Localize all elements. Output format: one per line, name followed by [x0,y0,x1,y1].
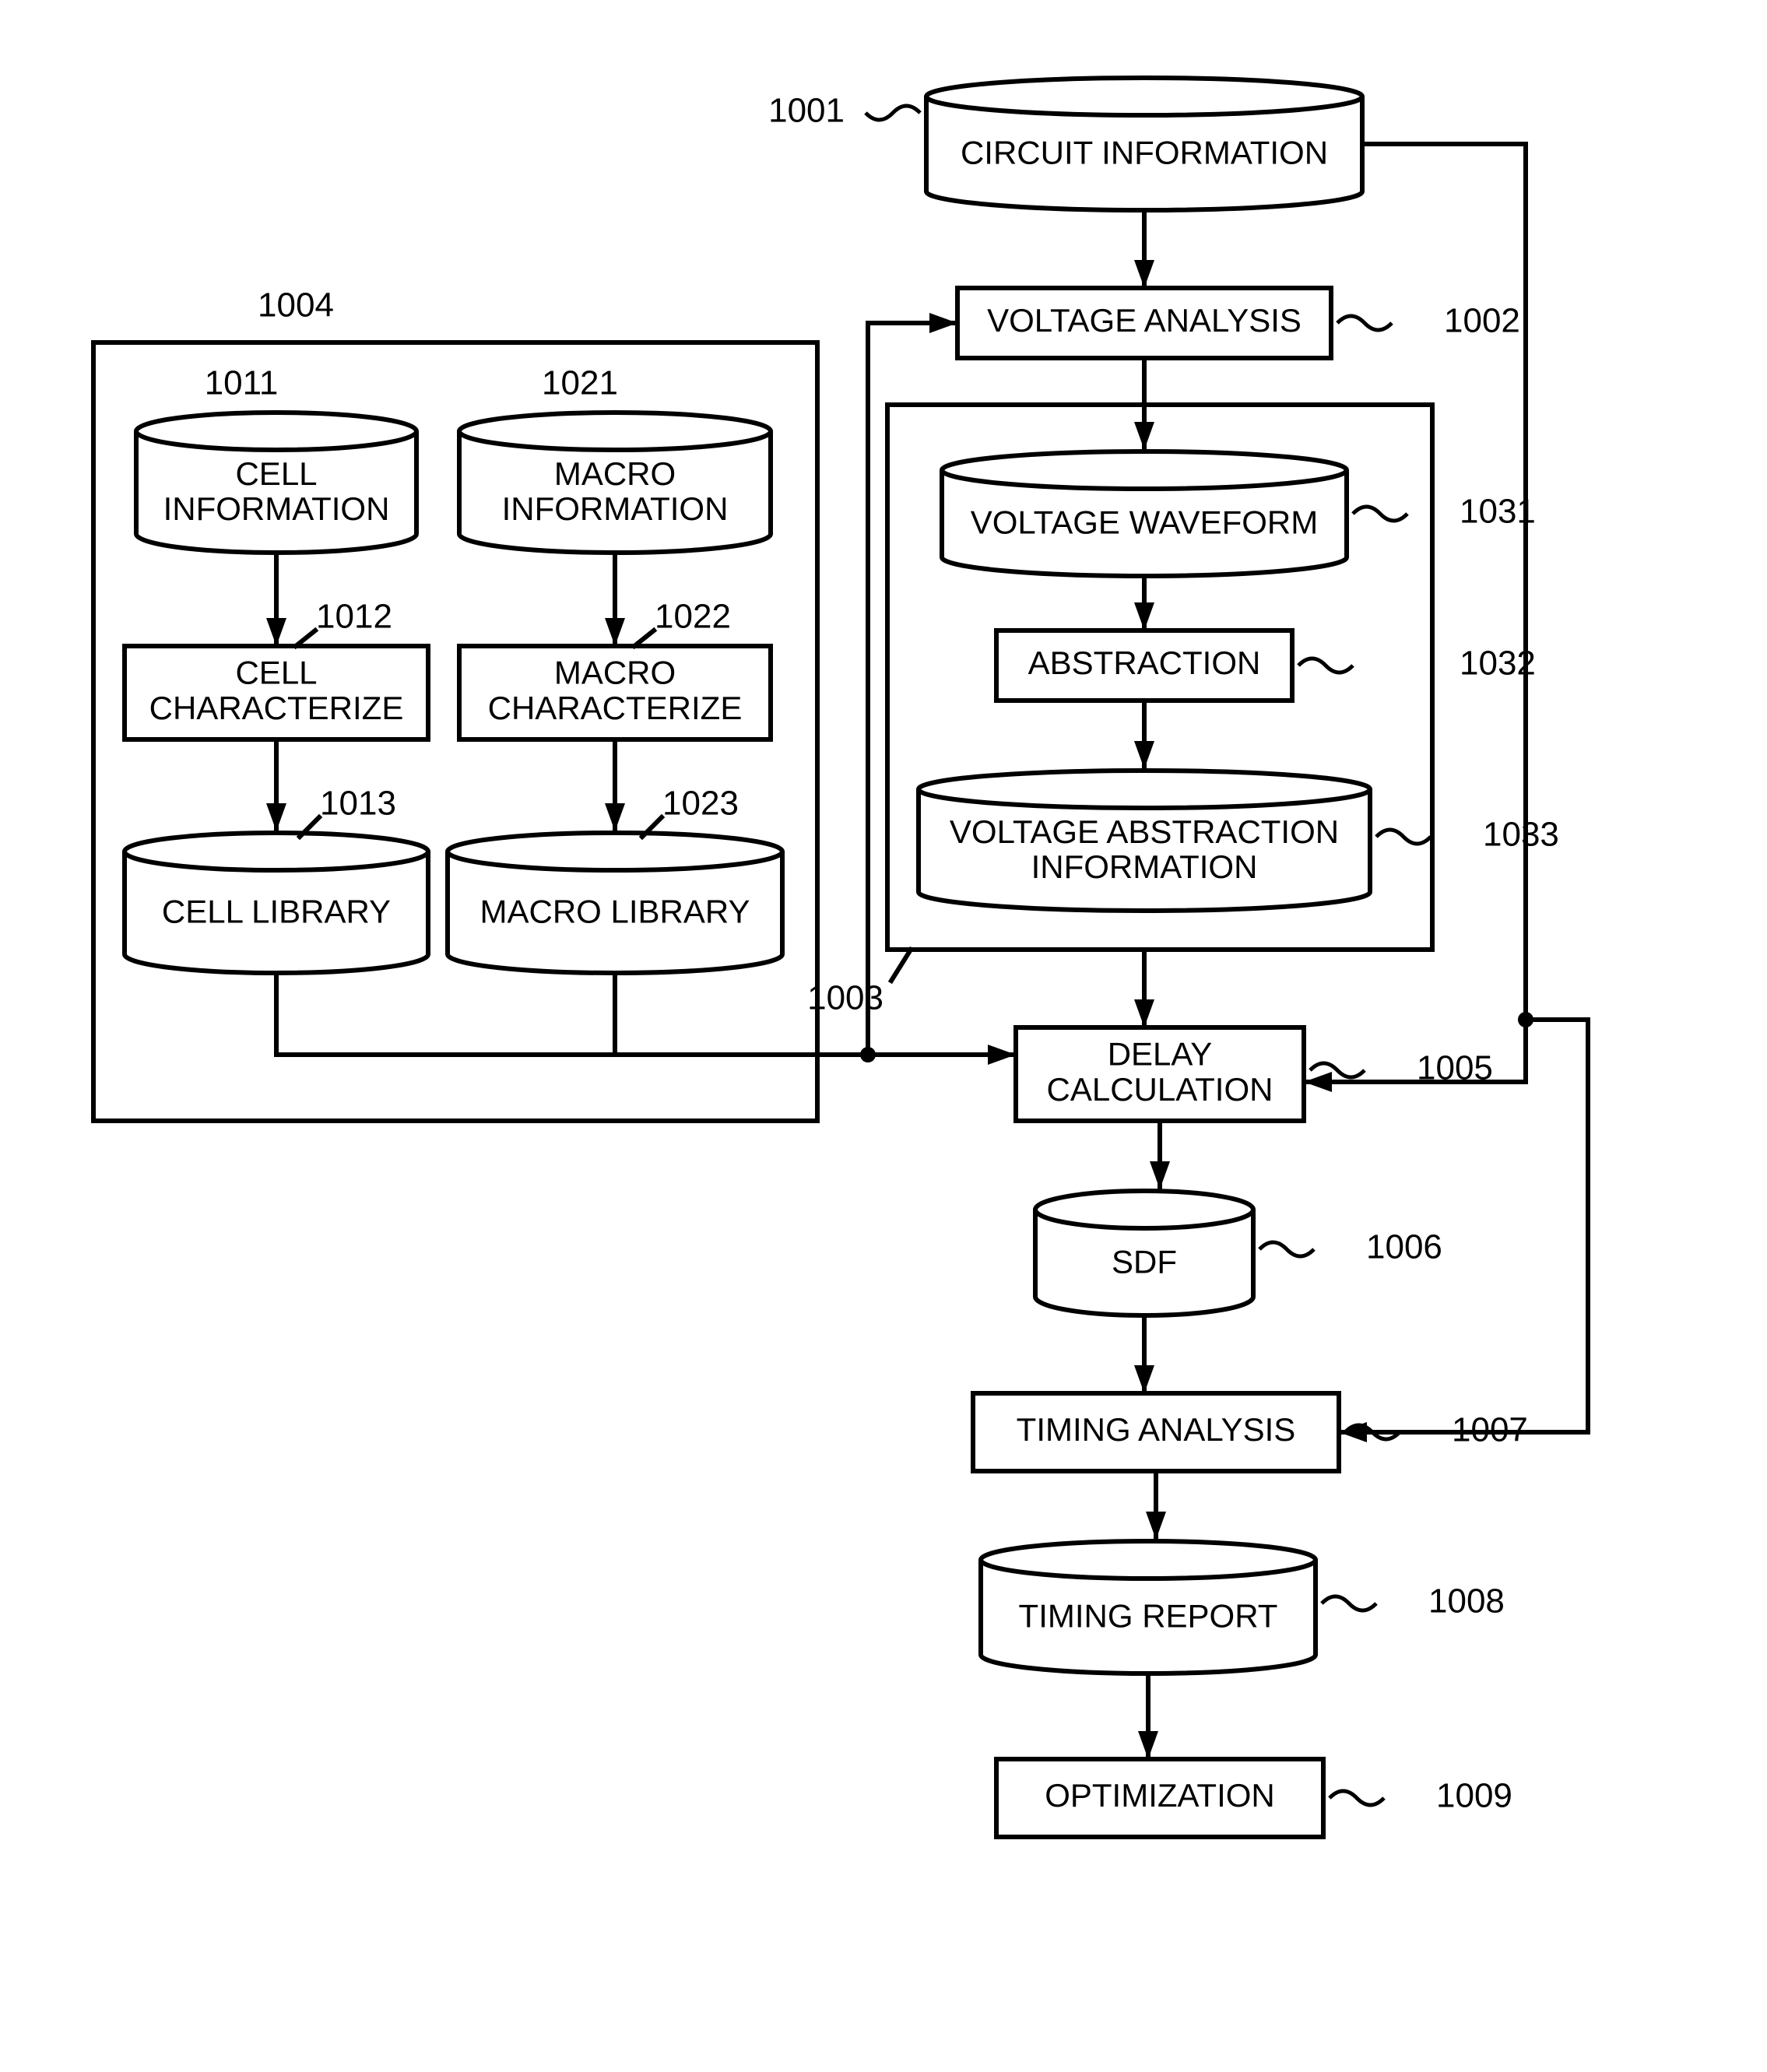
n1033-text: INFORMATION [1031,848,1258,885]
l1012: 1012 [316,598,392,636]
l1031: 1031 [1460,493,1536,531]
l1006: 1006 [1366,1228,1442,1266]
n1002: VOLTAGE ANALYSIS [957,288,1331,358]
arrowhead [266,803,286,831]
l1032: 1032 [1460,644,1536,683]
arrowhead [1134,1365,1154,1393]
n1005: DELAYCALCULATION [1016,1027,1304,1121]
n1009-text: OPTIMIZATION [1045,1777,1275,1814]
tilde-connector [1376,830,1431,844]
l1001: 1001 [768,92,845,130]
n1031-text: VOLTAGE WAVEFORM [971,504,1318,540]
arrowhead [266,618,286,646]
n1001: CIRCUIT INFORMATION [926,78,1362,210]
n1022-text: MACRO [554,654,676,690]
l1022: 1022 [655,598,731,636]
n1011-text: CELL [235,455,317,492]
tilde-connector [1322,1596,1376,1610]
n1011: CELLINFORMATION [136,413,416,553]
n1031: VOLTAGE WAVEFORM [942,451,1347,576]
n1013: CELL LIBRARY [125,833,428,973]
n1006-text: SDF [1112,1243,1177,1280]
n1009: OPTIMIZATION [996,1759,1323,1837]
arrowhead [1150,1161,1170,1189]
arrowhead [1134,422,1154,450]
n1001-text: CIRCUIT INFORMATION [961,134,1328,170]
l1005: 1005 [1417,1049,1493,1087]
n1021-text: MACRO [554,455,676,492]
arrowhead [1134,741,1154,769]
arrowhead [1134,602,1154,630]
n1033-text: VOLTAGE ABSTRACTION [950,813,1339,850]
n1005-text: CALCULATION [1047,1071,1273,1108]
arrowhead [605,618,625,646]
n1022: MACROCHARACTERIZE [459,646,771,739]
n1007: TIMING ANALYSIS [973,1393,1339,1471]
l1021: 1021 [542,364,618,402]
n1013-text: CELL LIBRARY [162,893,391,929]
l1013: 1013 [320,785,396,823]
l1003: 1003 [807,979,884,1017]
l1008: 1008 [1428,1582,1505,1621]
arrowhead [1134,999,1154,1027]
edge [891,950,911,981]
l1023: 1023 [662,785,739,823]
tilde-connector [1353,507,1407,521]
n1011-text: INFORMATION [163,490,390,527]
n1032: ABSTRACTION [996,630,1292,701]
l1007: 1007 [1452,1411,1528,1449]
l1009: 1009 [1436,1777,1512,1815]
n1002-text: VOLTAGE ANALYSIS [987,302,1302,339]
n1022-text: CHARACTERIZE [488,690,743,726]
tilde-connector [1298,658,1353,673]
n1021: MACROINFORMATION [459,413,771,553]
l1002: 1002 [1444,302,1520,340]
tilde-connector [1310,1063,1365,1077]
tilde-connector [1330,1791,1384,1805]
arrowhead [929,313,957,333]
n1033: VOLTAGE ABSTRACTIONINFORMATION [919,771,1370,911]
l1011: 1011 [205,364,279,402]
n1023: MACRO LIBRARY [448,833,782,973]
n1021-text: INFORMATION [502,490,729,527]
arrowhead [605,803,625,831]
n1023-text: MACRO LIBRARY [480,893,750,929]
n1012: CELLCHARACTERIZE [125,646,428,739]
n1008-text: TIMING REPORT [1019,1597,1278,1634]
arrowhead [1304,1072,1332,1092]
l1033: 1033 [1483,816,1559,854]
n1006: SDF [1035,1191,1253,1315]
n1008: TIMING REPORT [981,1541,1316,1673]
n1012-text: CHARACTERIZE [149,690,404,726]
tilde-connector [1259,1242,1314,1256]
n1007-text: TIMING ANALYSIS [1017,1411,1296,1448]
edge [276,973,615,1055]
arrowhead [988,1045,1016,1065]
tilde-connector [866,106,920,120]
tilde-connector [1337,316,1392,330]
arrowhead [1134,260,1154,288]
n1005-text: DELAY [1108,1035,1213,1072]
n1012-text: CELL [235,654,317,690]
edge [1304,144,1526,1082]
arrowhead [1138,1731,1158,1759]
n1032-text: ABSTRACTION [1028,644,1261,681]
l1004: 1004 [258,286,334,325]
arrowhead [1146,1512,1166,1540]
